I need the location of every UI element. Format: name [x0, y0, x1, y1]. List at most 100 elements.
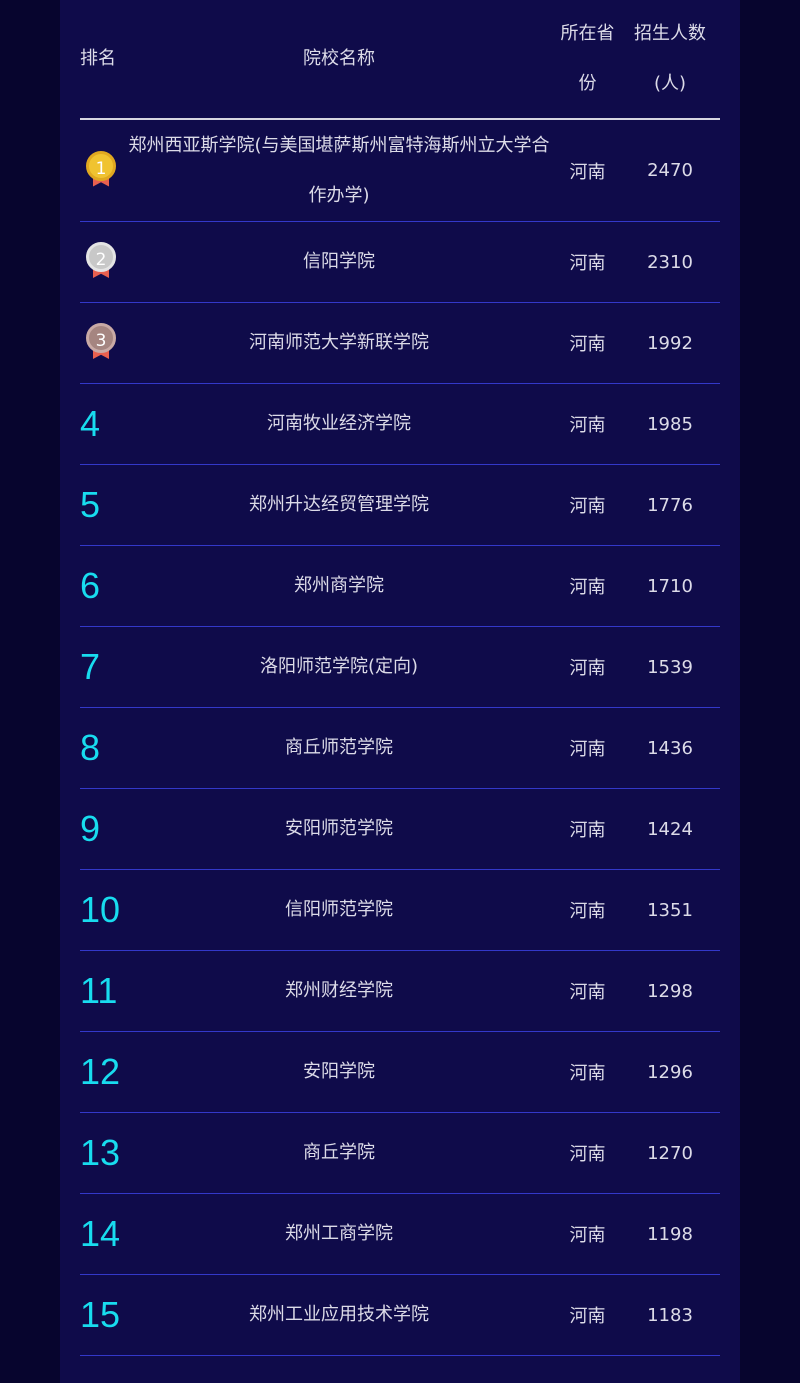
school-name: 安阳师范学院: [123, 788, 555, 870]
table-row[interactable]: 10 信阳师范学院 河南 1351: [80, 869, 720, 951]
rank-cell: 4: [80, 383, 123, 465]
rank-number: 11: [80, 970, 118, 1011]
rank-number: 14: [80, 1213, 121, 1254]
rank-number: 12: [80, 1051, 121, 1092]
rank-cell: 10: [80, 869, 123, 951]
enrollment-count: 2470: [620, 119, 720, 222]
table-row[interactable]: 6 郑州商学院 河南 1710: [80, 545, 720, 627]
school-name: 信阳师范学院: [123, 869, 555, 951]
table-row[interactable]: 15 郑州工业应用技术学院 河南 1183: [80, 1274, 720, 1356]
rank-cell: 11: [80, 950, 123, 1032]
table-row[interactable]: 2 信阳学院 河南 2310: [80, 221, 720, 303]
enrollment-count: 1436: [620, 707, 720, 789]
table-row[interactable]: 5 郑州升达经贸管理学院 河南 1776: [80, 464, 720, 546]
school-name: 安阳学院: [123, 1031, 555, 1113]
rank-cell: 13: [80, 1112, 123, 1194]
rank-number: 5: [80, 484, 101, 525]
rank-number: 13: [80, 1132, 121, 1173]
ranking-panel: 排名 院校名称 所在省份 招生人数(人) 1 郑州西亚斯学院(与美国堪萨斯州富特…: [60, 0, 740, 1383]
rank-cell: 15: [80, 1274, 123, 1356]
table-row[interactable]: 11 郑州财经学院 河南 1298: [80, 950, 720, 1032]
province: 河南: [555, 950, 620, 1032]
rank-cell: 7: [80, 626, 123, 708]
rank-number: 8: [80, 727, 101, 768]
enrollment-count: 1776: [620, 464, 720, 546]
ranking-table: 排名 院校名称 所在省份 招生人数(人) 1 郑州西亚斯学院(与美国堪萨斯州富特…: [80, 0, 720, 1356]
rank-number: 1: [86, 150, 116, 181]
rank-cell: 1: [80, 119, 123, 222]
province: 河南: [555, 1112, 620, 1194]
school-name: 郑州商学院: [123, 545, 555, 627]
rank-cell: 12: [80, 1031, 123, 1113]
province: 河南: [555, 464, 620, 546]
enrollment-count: 1351: [620, 869, 720, 951]
school-name: 信阳学院: [123, 221, 555, 303]
rank-number: 7: [80, 646, 101, 687]
table-row[interactable]: 9 安阳师范学院 河南 1424: [80, 788, 720, 870]
table-row[interactable]: 1 郑州西亚斯学院(与美国堪萨斯州富特海斯州立大学合作办学) 河南 2470: [80, 119, 720, 222]
province: 河南: [555, 119, 620, 222]
province: 河南: [555, 788, 620, 870]
header-count: 招生人数(人): [620, 0, 720, 120]
school-name: 商丘师范学院: [123, 707, 555, 789]
rank-cell: 8: [80, 707, 123, 789]
school-name: 郑州升达经贸管理学院: [123, 464, 555, 546]
table-row[interactable]: 3 河南师范大学新联学院 河南 1992: [80, 302, 720, 384]
header-province: 所在省份: [555, 0, 620, 120]
rank-cell: 6: [80, 545, 123, 627]
school-name: 河南牧业经济学院: [123, 383, 555, 465]
header-rank: 排名: [80, 0, 123, 120]
province: 河南: [555, 221, 620, 303]
school-name: 郑州财经学院: [123, 950, 555, 1032]
enrollment-count: 1710: [620, 545, 720, 627]
rank-number: 2: [86, 242, 116, 272]
province: 河南: [555, 545, 620, 627]
province: 河南: [555, 383, 620, 465]
enrollment-count: 1183: [620, 1274, 720, 1356]
province: 河南: [555, 869, 620, 951]
school-name: 商丘学院: [123, 1112, 555, 1194]
rank-number: 4: [80, 403, 101, 444]
province: 河南: [555, 626, 620, 708]
table-row[interactable]: 7 洛阳师范学院(定向) 河南 1539: [80, 626, 720, 708]
enrollment-count: 1985: [620, 383, 720, 465]
school-name: 郑州西亚斯学院(与美国堪萨斯州富特海斯州立大学合作办学): [123, 119, 555, 222]
rank-number: 15: [80, 1294, 121, 1335]
rank-number: 9: [80, 808, 101, 849]
school-name: 郑州工商学院: [123, 1193, 555, 1275]
header-name: 院校名称: [123, 0, 555, 120]
province: 河南: [555, 707, 620, 789]
table-row[interactable]: 12 安阳学院 河南 1296: [80, 1031, 720, 1113]
rank-cell: 2: [80, 221, 123, 303]
table-header: 排名 院校名称 所在省份 招生人数(人): [80, 0, 720, 120]
table-row[interactable]: 4 河南牧业经济学院 河南 1985: [80, 383, 720, 465]
table-row[interactable]: 8 商丘师范学院 河南 1436: [80, 707, 720, 789]
enrollment-count: 1270: [620, 1112, 720, 1194]
enrollment-count: 2310: [620, 221, 720, 303]
province: 河南: [555, 1031, 620, 1113]
rank-number: 10: [80, 889, 121, 930]
province: 河南: [555, 1193, 620, 1275]
rank-cell: 9: [80, 788, 123, 870]
gold-medal-icon: 1: [86, 150, 116, 191]
school-name: 郑州工业应用技术学院: [123, 1274, 555, 1356]
enrollment-count: 1539: [620, 626, 720, 708]
table-row[interactable]: 14 郑州工商学院 河南 1198: [80, 1193, 720, 1275]
table-row[interactable]: 13 商丘学院 河南 1270: [80, 1112, 720, 1194]
school-name: 河南师范大学新联学院: [123, 302, 555, 384]
rank-cell: 3: [80, 302, 123, 384]
silver-medal-icon: 2: [86, 242, 116, 282]
rank-number: 6: [80, 565, 101, 606]
enrollment-count: 1424: [620, 788, 720, 870]
rank-number: 3: [86, 323, 116, 353]
province: 河南: [555, 1274, 620, 1356]
enrollment-count: 1298: [620, 950, 720, 1032]
enrollment-count: 1198: [620, 1193, 720, 1275]
school-name: 洛阳师范学院(定向): [123, 626, 555, 708]
rank-cell: 14: [80, 1193, 123, 1275]
bronze-medal-icon: 3: [86, 323, 116, 363]
enrollment-count: 1992: [620, 302, 720, 384]
province: 河南: [555, 302, 620, 384]
enrollment-count: 1296: [620, 1031, 720, 1113]
rank-cell: 5: [80, 464, 123, 546]
